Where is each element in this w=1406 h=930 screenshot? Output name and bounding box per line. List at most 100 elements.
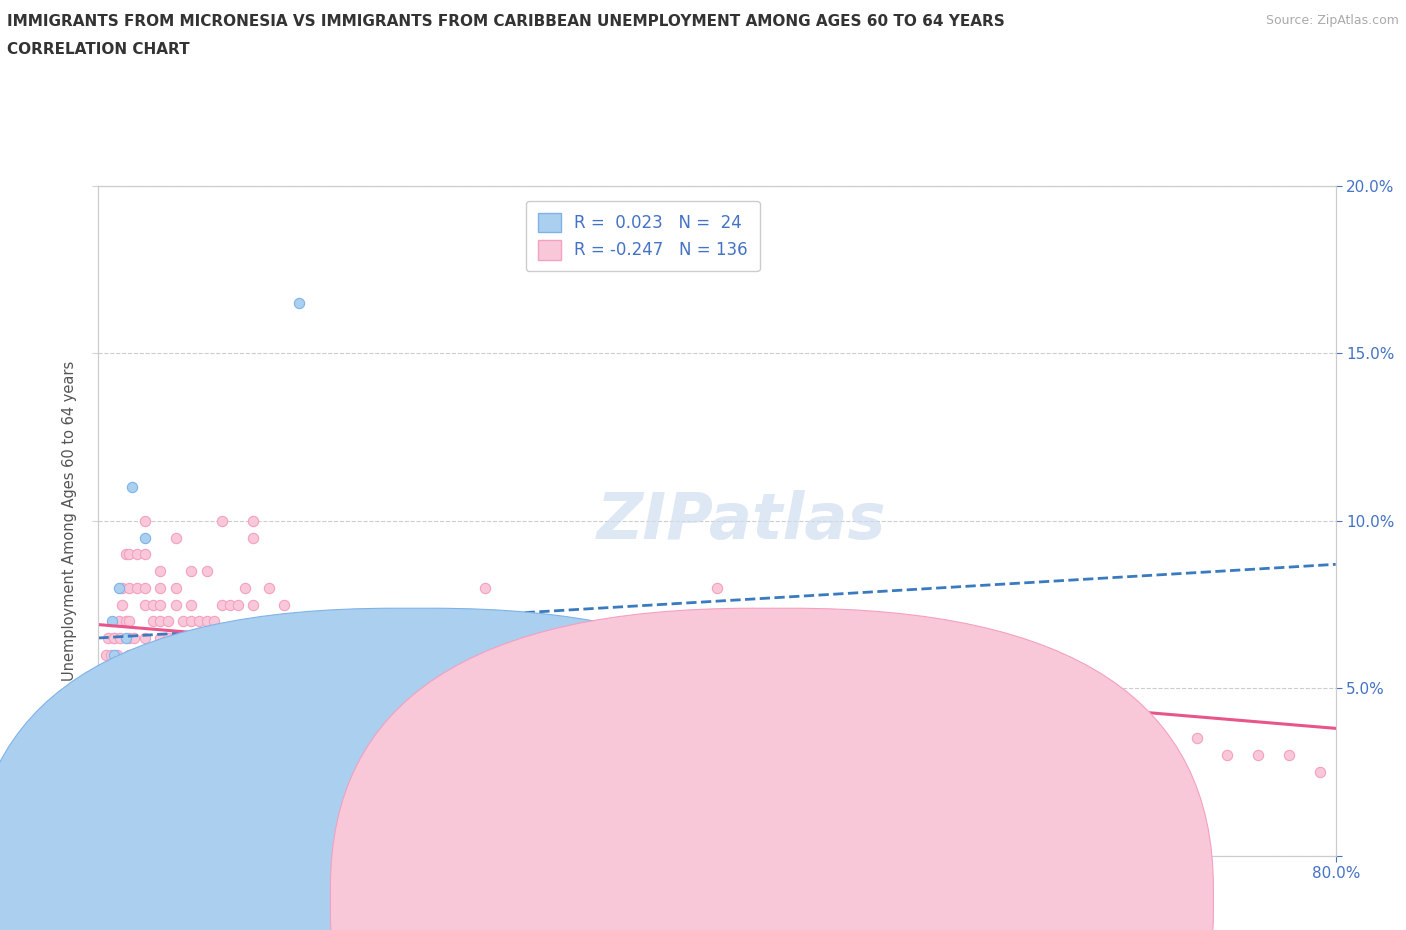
- Point: [118, 614, 141, 629]
- Point: [195, 631, 218, 645]
- Y-axis label: Unemployment Among Ages 60 to 64 years: Unemployment Among Ages 60 to 64 years: [62, 361, 77, 681]
- Point: [165, 698, 187, 712]
- Point: [242, 597, 264, 612]
- Point: [226, 664, 249, 679]
- Point: [100, 647, 122, 662]
- Point: [127, 580, 149, 595]
- Point: [96, 721, 118, 736]
- Point: [96, 647, 118, 662]
- Point: [969, 714, 991, 729]
- Point: [204, 631, 226, 645]
- Point: [427, 664, 450, 679]
- Point: [1247, 748, 1270, 763]
- Point: [195, 614, 218, 629]
- Point: [97, 631, 120, 645]
- Point: [1185, 731, 1208, 746]
- Point: [136, 664, 159, 679]
- Point: [1278, 748, 1301, 763]
- Point: [198, 647, 221, 662]
- Point: [1139, 731, 1161, 746]
- Point: [242, 631, 264, 645]
- Point: [183, 647, 205, 662]
- Point: [350, 614, 373, 629]
- Text: CORRELATION CHART: CORRELATION CHART: [7, 42, 190, 57]
- Point: [118, 547, 141, 562]
- Point: [111, 580, 134, 595]
- Point: [134, 647, 156, 662]
- Point: [1309, 764, 1331, 779]
- Point: [118, 580, 141, 595]
- Point: [273, 647, 295, 662]
- Point: [173, 614, 195, 629]
- Point: [628, 698, 651, 712]
- Legend: R =  0.023   N =  24, R = -0.247   N = 136: R = 0.023 N = 24, R = -0.247 N = 136: [526, 201, 759, 272]
- Point: [860, 714, 883, 729]
- Point: [224, 647, 246, 662]
- Point: [229, 647, 252, 662]
- Point: [165, 597, 187, 612]
- Point: [118, 631, 141, 645]
- Point: [101, 698, 124, 712]
- Point: [129, 647, 152, 662]
- Point: [134, 547, 156, 562]
- Point: [149, 580, 172, 595]
- Point: [396, 647, 419, 662]
- Point: [204, 614, 226, 629]
- Point: [489, 664, 512, 679]
- Point: [103, 631, 125, 645]
- Point: [180, 564, 202, 578]
- Point: [118, 647, 141, 662]
- Point: [752, 681, 775, 696]
- Point: [242, 513, 264, 528]
- Point: [208, 647, 231, 662]
- Point: [242, 714, 264, 729]
- Point: [1092, 721, 1115, 736]
- Point: [165, 631, 187, 645]
- Point: [551, 631, 574, 645]
- Point: [115, 631, 138, 645]
- Point: [304, 647, 326, 662]
- Point: [257, 664, 280, 679]
- Point: [273, 597, 295, 612]
- Point: [1216, 748, 1239, 763]
- Point: [115, 614, 138, 629]
- Point: [180, 664, 202, 679]
- Point: [157, 614, 180, 629]
- Point: [162, 647, 184, 662]
- Text: IMMIGRANTS FROM MICRONESIA VS IMMIGRANTS FROM CARIBBEAN UNEMPLOYMENT AMONG AGES : IMMIGRANTS FROM MICRONESIA VS IMMIGRANTS…: [7, 14, 1005, 29]
- Point: [105, 714, 128, 729]
- Point: [103, 714, 125, 729]
- Point: [1015, 714, 1038, 729]
- Point: [100, 681, 122, 696]
- Point: [195, 664, 218, 679]
- Text: ZIPatlas: ZIPatlas: [598, 490, 887, 551]
- Point: [304, 614, 326, 629]
- Point: [107, 614, 129, 629]
- Text: Source: ZipAtlas.com: Source: ZipAtlas.com: [1265, 14, 1399, 27]
- Point: [706, 580, 728, 595]
- Point: [134, 513, 156, 528]
- Point: [165, 580, 187, 595]
- Point: [226, 597, 249, 612]
- Point: [288, 631, 311, 645]
- Point: [127, 547, 149, 562]
- Point: [105, 647, 128, 662]
- Point: [350, 664, 373, 679]
- Point: [226, 631, 249, 645]
- Point: [180, 614, 202, 629]
- Point: [121, 681, 143, 696]
- Point: [214, 647, 236, 662]
- Point: [195, 748, 218, 763]
- Point: [108, 631, 131, 645]
- Point: [235, 631, 257, 645]
- Point: [103, 681, 125, 696]
- Point: [180, 597, 202, 612]
- Point: [98, 714, 121, 729]
- Point: [100, 664, 122, 679]
- Point: [551, 681, 574, 696]
- Text: Immigrants from Micronesia: Immigrants from Micronesia: [443, 893, 648, 908]
- Point: [288, 296, 311, 311]
- Point: [675, 681, 697, 696]
- Point: [193, 647, 215, 662]
- Point: [149, 748, 172, 763]
